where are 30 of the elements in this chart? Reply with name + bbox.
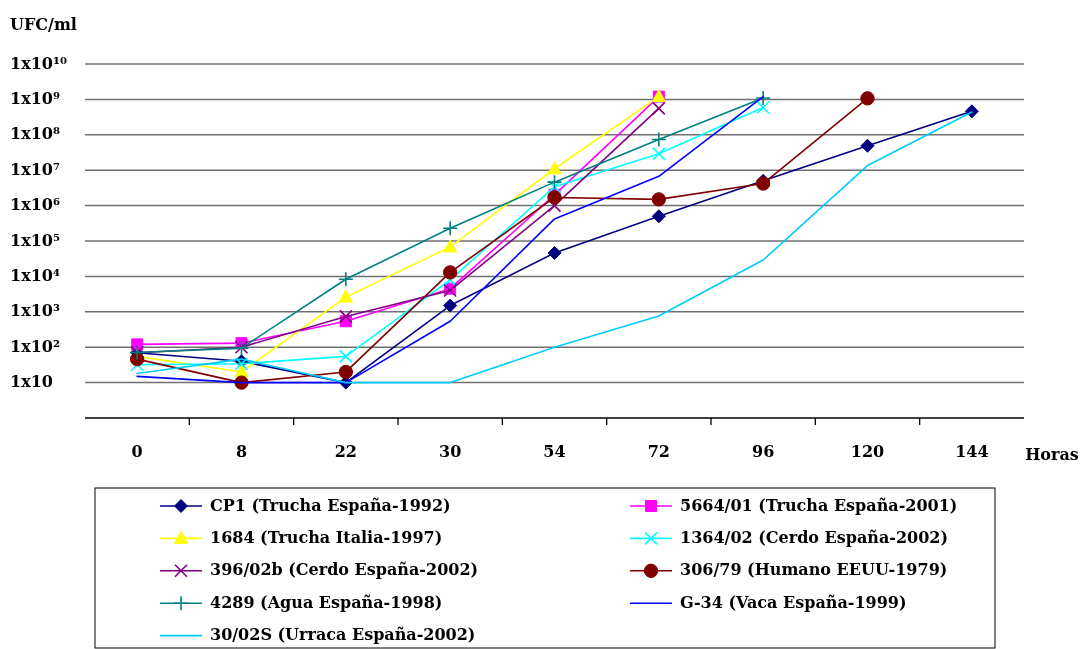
legend-label: 1364/02 (Cerdo España-2002) (680, 527, 949, 547)
y-tick-label: 1x10⁵ (10, 230, 60, 250)
y-tick-label: 1x10² (10, 336, 60, 356)
y-tick-label: 1x10⁶ (10, 195, 60, 215)
y-tick-label: 1x10⁷ (10, 159, 60, 179)
legend-label: 30/02S (Urraca España-2002) (210, 625, 476, 645)
legend-label: CP1 (Trucha España-1992) (210, 495, 451, 515)
legend-label: 1684 (Trucha Italia-1997) (210, 527, 443, 547)
y-axis-title: UFC/ml (10, 14, 77, 34)
x-tick-label: 54 (543, 441, 566, 461)
x-axis-title: Horas (1025, 444, 1079, 464)
y-tick-label: 1x10⁴ (10, 265, 60, 285)
legend-label: 306/79 (Humano EEUU-1979) (680, 560, 948, 580)
legend-label: 396/02b (Cerdo España-2002) (210, 560, 479, 580)
legend-label: G-34 (Vaca España-1999) (680, 592, 907, 612)
y-tick-label: 1x10¹⁰ (10, 53, 67, 73)
x-tick-label: 0 (131, 441, 143, 461)
x-tick-label: 22 (334, 441, 357, 461)
x-tick-label: 30 (439, 441, 462, 461)
x-tick-label: 144 (955, 441, 989, 461)
legend-label: 4289 (Agua España-1998) (210, 592, 443, 612)
y-tick-label: 1x10³ (10, 301, 60, 321)
y-tick-label: 1x10⁹ (10, 88, 60, 108)
legend-label: 5664/01 (Trucha España-2001) (680, 495, 958, 515)
x-tick-label: 96 (752, 441, 775, 461)
x-tick-label: 120 (850, 441, 885, 461)
x-tick-label: 8 (235, 441, 248, 461)
y-tick-label: 1x10⁸ (10, 124, 60, 144)
y-tick-label: 1x10 (10, 372, 53, 392)
x-tick-label: 72 (647, 441, 670, 461)
